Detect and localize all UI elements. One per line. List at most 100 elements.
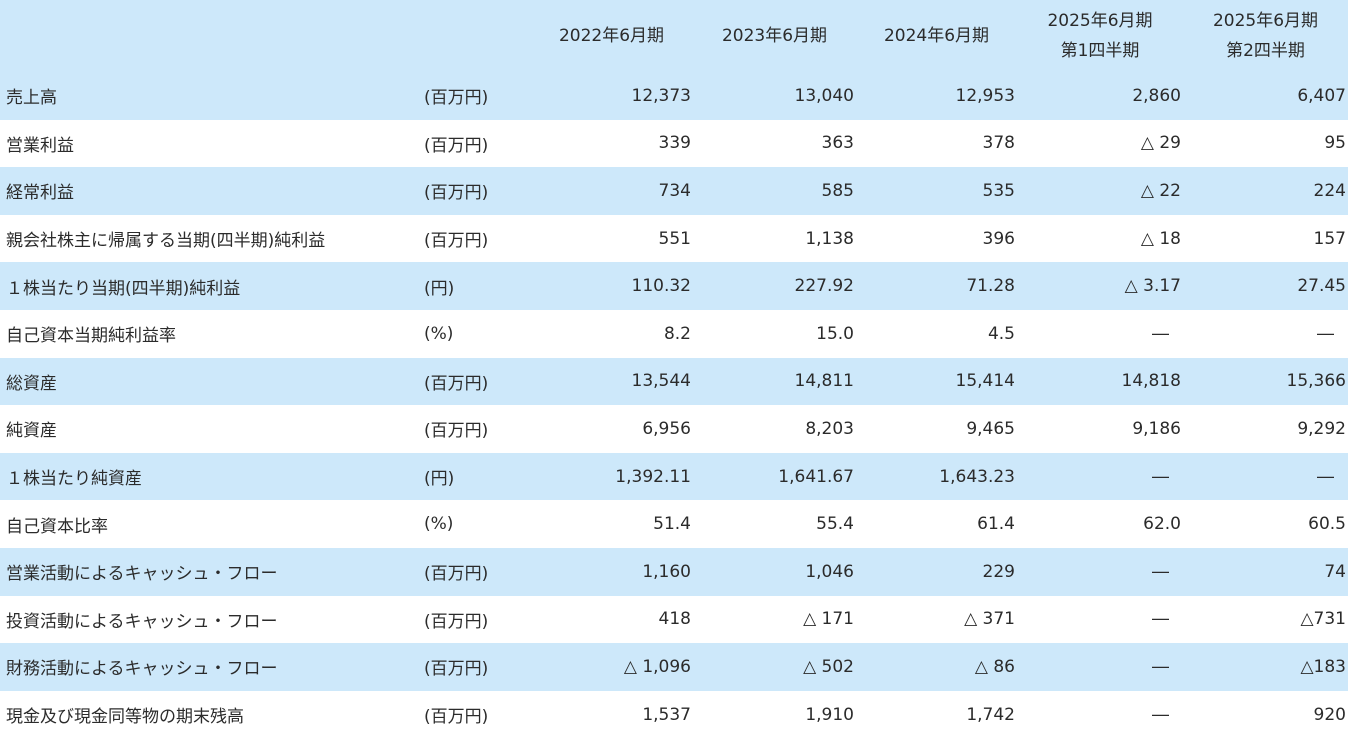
row-unit: (%) (424, 514, 454, 535)
row-label: 親会社株主に帰属する当期(四半期)純利益 (6, 231, 326, 252)
row-unit: (百万円) (424, 183, 489, 204)
cell-value: 14,811 (794, 371, 854, 392)
cell-value: △ 171 (803, 609, 854, 630)
table-row: １株当たり当期(四半期)純利益 (円) 110.32 227.92 71.28 △ 3.1… (0, 262, 1348, 310)
header-fy2022: 2022年6月期 (558, 26, 665, 46)
table-row: 親会社株主に帰属する当期(四半期)純利益 (百万円) 551 1,138 396 △ 18… (0, 215, 1348, 263)
row-label: 売上高 (6, 88, 57, 109)
cell-value: 51.4 (653, 514, 691, 535)
row-label: 営業利益 (6, 135, 74, 156)
cell-value: 1,138 (805, 228, 854, 249)
row-unit: (%) (424, 323, 454, 344)
cell-value: ― (1152, 609, 1169, 630)
cell-value: 157 (1313, 228, 1346, 249)
cell-value: ― (1152, 704, 1169, 725)
row-unit: (円) (424, 469, 455, 490)
cell-value: 9,186 (1132, 418, 1181, 439)
row-label: １株当たり当期(四半期)純利益 (6, 278, 241, 299)
cell-value: 224 (1313, 180, 1346, 201)
header-fy2025-q1: 2025年6月期 第1四半期 (1017, 0, 1183, 72)
header-fy2025-q2: 2025年6月期 第2四半期 (1183, 0, 1348, 72)
table-row: 総資産 (百万円) 13,544 14,811 15,414 14,818 15,366 (0, 357, 1348, 406)
cell-value: △ 1,096 (623, 656, 691, 677)
cell-value: 1,160 (642, 561, 691, 582)
header-label-blank (0, 0, 420, 72)
cell-value: 8.2 (663, 323, 691, 344)
row-label: 経常利益 (6, 183, 74, 204)
cell-value: 15,414 (955, 371, 1015, 392)
cell-value: 229 (982, 561, 1015, 582)
cell-value: 14,818 (1121, 371, 1181, 392)
table-row: 経常利益 (百万円) 734 585 535 △ 22 224 (0, 167, 1348, 215)
cell-value: 1,392.11 (615, 466, 691, 487)
table-row: 営業利益 (百万円) 339 363 378 △ 29 95 (0, 120, 1348, 168)
table-row: 現金及び現金同等物の期末残高 (百万円) 1,537 1,910 1,742 ― 920 (0, 691, 1348, 739)
cell-value: 551 (658, 228, 691, 249)
cell-value: 55.4 (816, 514, 854, 535)
cell-value: △ 18 (1140, 228, 1181, 249)
cell-value: △183 (1300, 656, 1346, 677)
cell-value: △ 22 (1140, 180, 1181, 201)
header-fy2025-q1-line2: 第1四半期 (1060, 41, 1140, 61)
cell-value: 12,953 (955, 85, 1015, 106)
cell-value: 920 (1313, 704, 1346, 725)
cell-value: 1,643.23 (939, 466, 1015, 487)
table-row: １株当たり純資産 (円) 1,392.11 1,641.67 1,643.23 ― ― (0, 452, 1348, 501)
cell-value: 227.92 (794, 276, 854, 297)
header-row: 2022年6月期 2023年6月期 2024年6月期 2025年6月期 第1四半… (0, 0, 1348, 72)
cell-value: 110.32 (631, 276, 691, 297)
row-label: 財務活動によるキャッシュ・フロー (6, 659, 278, 680)
cell-value: 60.5 (1308, 514, 1346, 535)
cell-value: 62.0 (1143, 514, 1181, 535)
cell-value: 378 (982, 133, 1015, 154)
row-label: 自己資本比率 (6, 516, 108, 537)
cell-value: 95 (1324, 133, 1346, 154)
cell-value: 418 (658, 609, 691, 630)
cell-value: 9,465 (966, 418, 1015, 439)
cell-value: 6,956 (642, 418, 691, 439)
header-fy2025-q2-line1: 2025年6月期 (1212, 11, 1319, 31)
row-label: 純資産 (6, 421, 57, 442)
header-fy2023: 2023年6月期 (721, 26, 828, 46)
row-unit: (百万円) (424, 231, 489, 252)
cell-value: △731 (1300, 609, 1346, 630)
cell-value: ― (1317, 466, 1334, 487)
cell-value: 8,203 (805, 418, 854, 439)
cell-value: 27.45 (1297, 276, 1346, 297)
table-row: 売上高 (百万円) 12,373 13,040 12,953 2,860 6,407 (0, 72, 1348, 120)
cell-value: 535 (982, 180, 1015, 201)
cell-value: 71.28 (966, 276, 1015, 297)
row-unit: (百万円) (424, 373, 489, 394)
table-row: 投資活動によるキャッシュ・フロー (百万円) 418 △ 171 △ 371 ― △731 (0, 596, 1348, 644)
table-row: 自己資本比率 (%) 51.4 55.4 61.4 62.0 60.5 (0, 500, 1348, 548)
header-unit-blank (420, 0, 530, 72)
cell-value: 363 (821, 133, 854, 154)
header-fy2025-q1-line1: 2025年6月期 (1047, 11, 1153, 31)
row-label: 現金及び現金同等物の期末残高 (6, 707, 244, 728)
cell-value: ― (1152, 656, 1169, 677)
row-label: 総資産 (6, 373, 57, 394)
row-label: 営業活動によるキャッシュ・フロー (6, 564, 278, 585)
cell-value: △ 86 (974, 656, 1015, 677)
cell-value: 339 (658, 133, 691, 154)
cell-value: 61.4 (977, 514, 1015, 535)
cell-value: 4.5 (987, 323, 1015, 344)
cell-value: ― (1317, 323, 1334, 344)
row-label: 投資活動によるキャッシュ・フロー (6, 611, 278, 632)
row-unit: (百万円) (424, 88, 489, 109)
row-unit: (百万円) (424, 611, 489, 632)
row-unit: (百万円) (424, 659, 489, 680)
cell-value: ― (1152, 561, 1169, 582)
cell-value: 1,910 (805, 704, 854, 725)
cell-value: 9,292 (1297, 418, 1346, 439)
cell-value: 12,373 (631, 85, 691, 106)
cell-value: ― (1152, 323, 1169, 344)
row-unit: (百万円) (424, 421, 489, 442)
table-row: 財務活動によるキャッシュ・フロー (百万円) △ 1,096 △ 502 △ 86 ― △1… (0, 643, 1348, 691)
row-unit: (百万円) (424, 135, 489, 156)
cell-value: △ 29 (1140, 133, 1181, 154)
cell-value: 396 (982, 228, 1015, 249)
cell-value: 13,040 (794, 85, 854, 106)
cell-value: 1,537 (642, 704, 691, 725)
cell-value: 13,544 (631, 371, 691, 392)
